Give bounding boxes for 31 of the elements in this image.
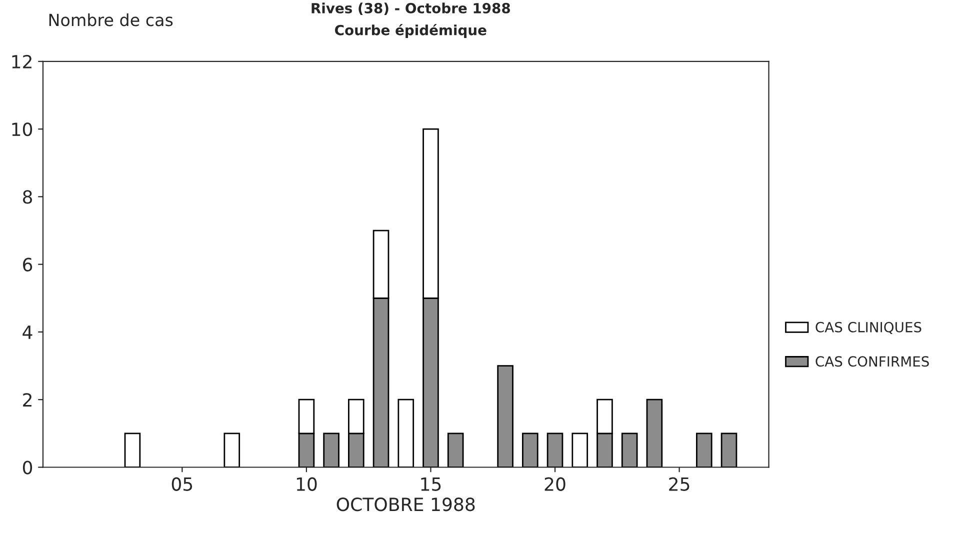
y-tick-label: 10 [12,122,32,136]
y-axis-title: Nombre de cas [49,13,173,26]
bar [323,432,340,468]
bar [447,432,464,468]
x-tick-label: 25 [669,477,690,491]
chart-subtitle: Courbe épidémique [335,24,486,38]
y-tick-label: 8 [22,190,32,204]
bar [720,432,738,468]
bar [646,398,663,468]
legend-label: CAS CLINIQUES [816,322,922,334]
y-tick-label: 12 [12,54,32,68]
bar [522,432,538,468]
bar [696,432,712,468]
chart-title: Rives (38) - Octobre 1988 [312,2,510,16]
x-tick-label: 20 [544,477,566,491]
y-tick-label: 6 [23,258,32,272]
bar [572,432,588,468]
bar [398,398,414,468]
x-tick-label: 15 [421,478,441,491]
x-tick-label: 10 [296,477,317,491]
x-tick-label: 05 [172,477,192,491]
y-tick-label: 0 [22,460,32,474]
bar [124,432,141,468]
y-tick-label: 4 [22,326,32,339]
y-tick-label: 2 [23,393,32,406]
bar [224,432,240,468]
bar [546,432,564,468]
bar [497,365,514,468]
x-axis-title: OCTOBRE 1988 [336,498,475,512]
legend-label: CAS CONFIRMES [816,356,929,367]
bar [621,432,638,468]
